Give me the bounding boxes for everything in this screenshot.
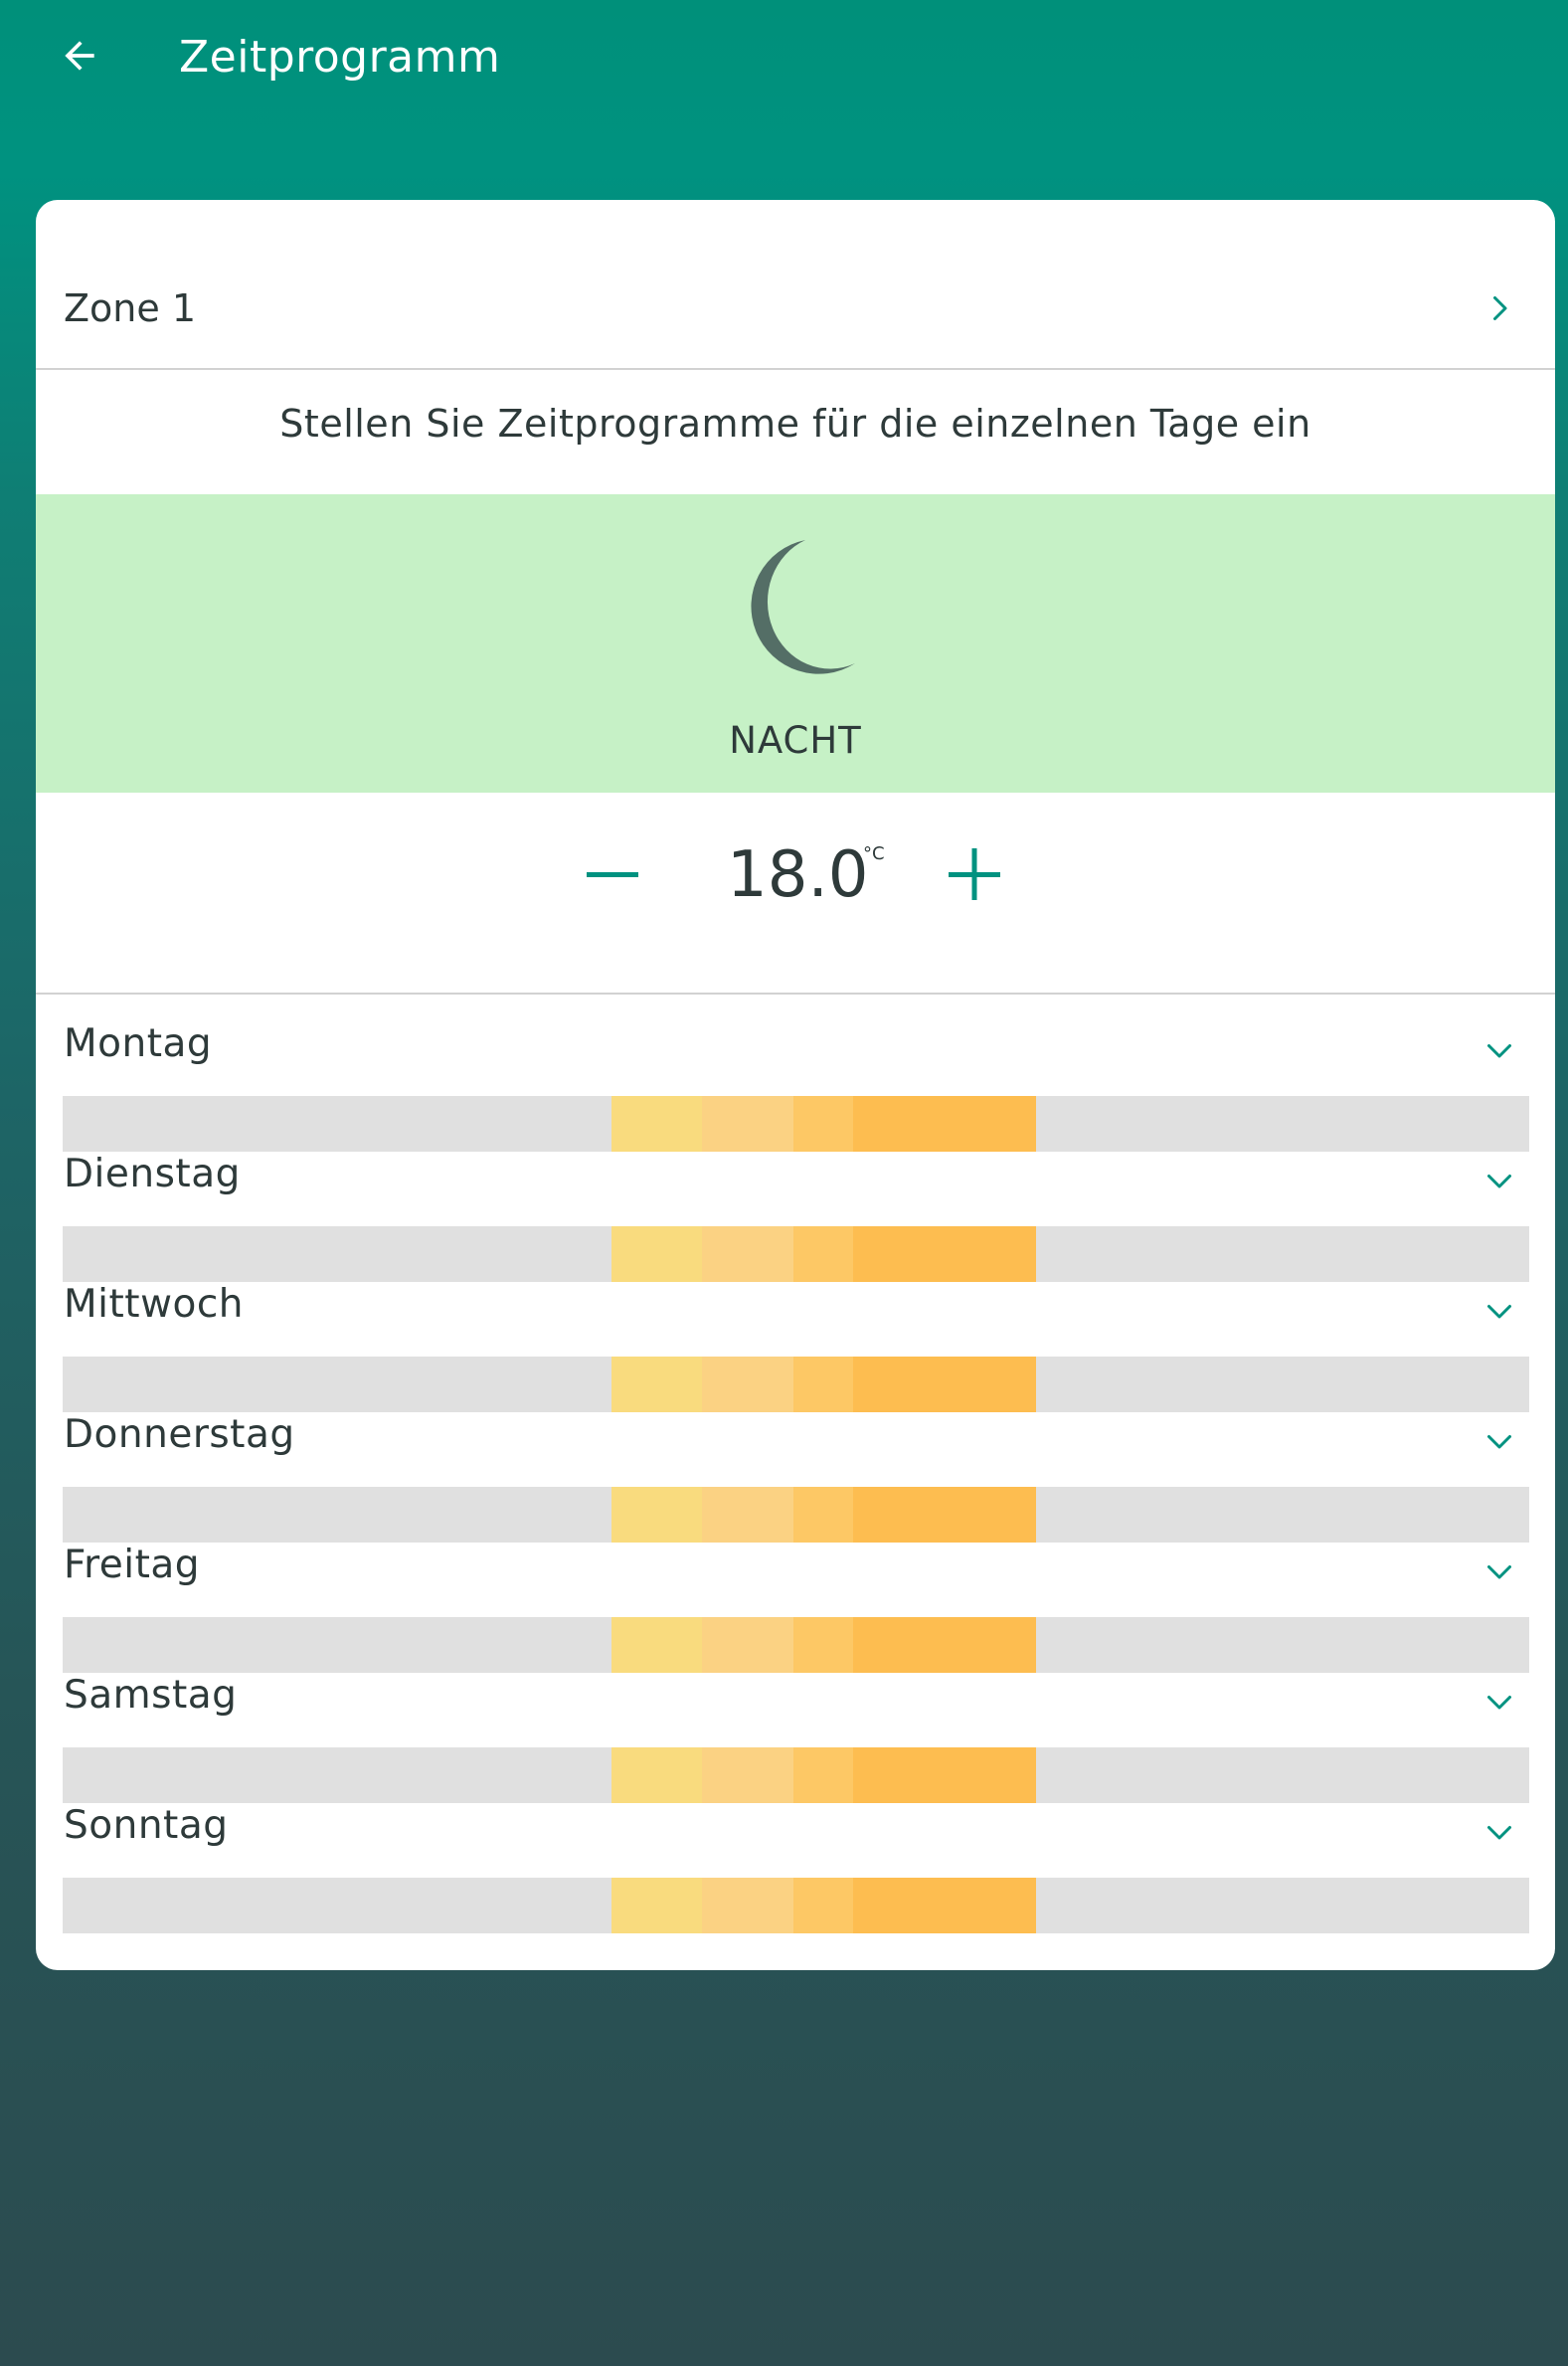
- schedule-segment[interactable]: [853, 1747, 1037, 1803]
- schedule-segment[interactable]: [610, 1747, 703, 1803]
- day-label: Montag: [64, 1021, 213, 1066]
- day-row-samstag[interactable]: Samstag: [36, 1648, 1555, 1803]
- schedule-segment[interactable]: [853, 1487, 1037, 1543]
- instruction-text: Stellen Sie Zeitprogramme für die einzel…: [279, 402, 1311, 446]
- page-title: Zeitprogramm: [179, 32, 501, 83]
- day-label: Dienstag: [64, 1152, 241, 1196]
- chevron-down-icon: [1487, 1826, 1511, 1840]
- day-label: Donnerstag: [64, 1412, 295, 1457]
- schedule-segment[interactable]: [610, 1487, 703, 1543]
- schedule-segment[interactable]: [610, 1357, 703, 1412]
- chevron-down-icon: [1487, 1435, 1511, 1449]
- chevron-right-icon: [1493, 296, 1507, 320]
- schedule-segment[interactable]: [702, 1878, 793, 1933]
- day-row-sonntag[interactable]: Sonntag: [36, 1778, 1555, 1933]
- day-row-mittwoch[interactable]: Mittwoch: [36, 1257, 1555, 1412]
- schedule-segment[interactable]: [792, 1617, 854, 1673]
- day-row-donnerstag[interactable]: Donnerstag: [36, 1387, 1555, 1543]
- mode-panel[interactable]: NACHT: [36, 494, 1555, 793]
- moon-icon: [751, 540, 855, 674]
- schedule-card: Zone 1 Stellen Sie Zeitprogramme für die…: [36, 200, 1555, 1970]
- schedule-segment[interactable]: [792, 1878, 854, 1933]
- schedule-segment[interactable]: [702, 1096, 793, 1152]
- chevron-down-icon: [1487, 1175, 1511, 1188]
- schedule-segment[interactable]: [792, 1096, 854, 1152]
- schedule-segment[interactable]: [610, 1226, 703, 1282]
- day-label: Freitag: [64, 1543, 201, 1587]
- schedule-segment[interactable]: [702, 1617, 793, 1673]
- schedule-segment[interactable]: [702, 1487, 793, 1543]
- zone-label: Zone 1: [64, 286, 196, 330]
- schedule-segment[interactable]: [702, 1357, 793, 1412]
- schedule-bar[interactable]: [63, 1096, 1529, 1152]
- schedule-bar[interactable]: [63, 1878, 1529, 1933]
- temperature-unit: °C: [863, 843, 885, 864]
- schedule-bar[interactable]: [63, 1226, 1529, 1282]
- mode-label: NACHT: [729, 719, 862, 762]
- app-bar: Zeitprogramm: [0, 0, 1568, 119]
- chevron-down-icon: [1487, 1044, 1511, 1058]
- schedule-segment[interactable]: [853, 1096, 1037, 1152]
- temperature-control: 18.0 °C: [36, 793, 1555, 995]
- schedule-bar[interactable]: [63, 1617, 1529, 1673]
- day-row-dienstag[interactable]: Dienstag: [36, 1127, 1555, 1282]
- schedule-segment[interactable]: [702, 1226, 793, 1282]
- schedule-bar[interactable]: [63, 1487, 1529, 1543]
- schedule-segment[interactable]: [792, 1747, 854, 1803]
- decrease-temperature-button[interactable]: [573, 834, 652, 914]
- schedule-segment[interactable]: [853, 1617, 1037, 1673]
- day-label: Sonntag: [64, 1803, 229, 1848]
- chevron-down-icon: [1487, 1565, 1511, 1579]
- schedule-segment[interactable]: [853, 1878, 1037, 1933]
- schedule-bar[interactable]: [63, 1357, 1529, 1412]
- day-row-freitag[interactable]: Freitag: [36, 1518, 1555, 1673]
- schedule-segment[interactable]: [610, 1096, 703, 1152]
- schedule-segment[interactable]: [610, 1617, 703, 1673]
- schedule-segment[interactable]: [853, 1357, 1037, 1412]
- temperature-value: 18.0: [727, 838, 869, 912]
- schedule-segment[interactable]: [792, 1487, 854, 1543]
- schedule-segment[interactable]: [792, 1226, 854, 1282]
- plus-icon: [949, 848, 1000, 900]
- day-row-montag[interactable]: Montag: [36, 997, 1555, 1152]
- schedule-segment[interactable]: [702, 1747, 793, 1803]
- day-label: Samstag: [64, 1673, 238, 1718]
- day-label: Mittwoch: [64, 1282, 244, 1327]
- chevron-down-icon: [1487, 1696, 1511, 1710]
- schedule-bar[interactable]: [63, 1747, 1529, 1803]
- increase-temperature-button[interactable]: [935, 834, 1014, 914]
- minus-icon: [587, 872, 638, 877]
- schedule-segment[interactable]: [853, 1226, 1037, 1282]
- schedule-segment[interactable]: [792, 1357, 854, 1412]
- zone-selector[interactable]: Zone 1: [36, 200, 1555, 370]
- schedule-segment[interactable]: [610, 1878, 703, 1933]
- chevron-down-icon: [1487, 1305, 1511, 1319]
- arrow-left-icon: [65, 41, 94, 71]
- back-button[interactable]: [44, 20, 115, 91]
